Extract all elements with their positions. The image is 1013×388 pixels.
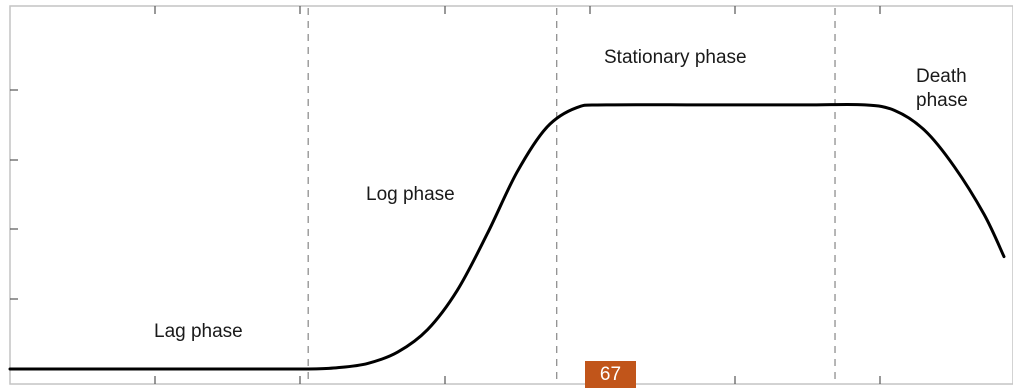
growth-curve-line [8,102,1006,371]
death-phase-label: Death phase [916,66,972,111]
axis-ticks [10,6,881,384]
lag-phase-label: Lag phase [154,321,243,342]
phase-dividers [307,8,836,384]
page-number-badge: 67 [585,361,636,388]
plot-frame [9,5,1013,385]
stationary-phase-label: Stationary phase [604,47,747,68]
log-phase-label: Log phase [366,184,455,205]
